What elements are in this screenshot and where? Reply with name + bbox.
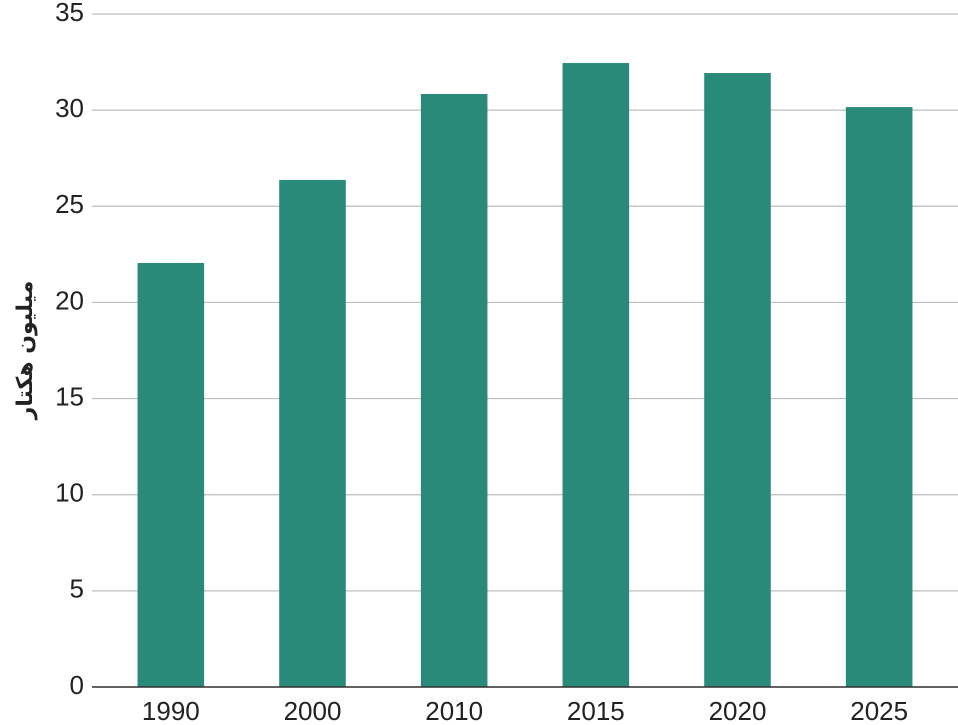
- y-tick-label: 35: [55, 0, 84, 27]
- x-tick-label: 2025: [850, 696, 908, 725]
- y-tick-label: 25: [55, 189, 84, 219]
- x-tick-label: 2010: [425, 696, 483, 725]
- bar: [279, 179, 346, 687]
- y-tick-label: 30: [55, 93, 84, 123]
- bar: [420, 93, 488, 688]
- x-tick-label: 2020: [709, 696, 767, 725]
- x-tick-label: 2000: [284, 696, 342, 725]
- bar: [845, 107, 913, 687]
- x-tick-label: 2015: [567, 696, 625, 725]
- bar: [562, 63, 630, 688]
- y-tick-label: 20: [55, 285, 84, 315]
- bar: [137, 263, 205, 687]
- y-axis-label: میلیون هکتار: [13, 281, 38, 421]
- y-tick-label: 10: [55, 478, 84, 508]
- bar: [704, 73, 771, 687]
- y-tick-label: 0: [70, 670, 84, 700]
- y-tick-label: 5: [70, 574, 84, 604]
- y-tick-label: 15: [55, 381, 84, 411]
- x-tick-label: 1990: [142, 696, 200, 725]
